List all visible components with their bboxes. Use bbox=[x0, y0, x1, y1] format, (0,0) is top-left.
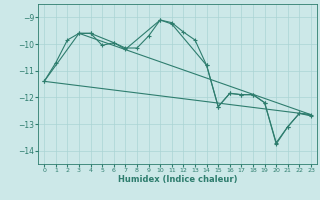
X-axis label: Humidex (Indice chaleur): Humidex (Indice chaleur) bbox=[118, 175, 237, 184]
